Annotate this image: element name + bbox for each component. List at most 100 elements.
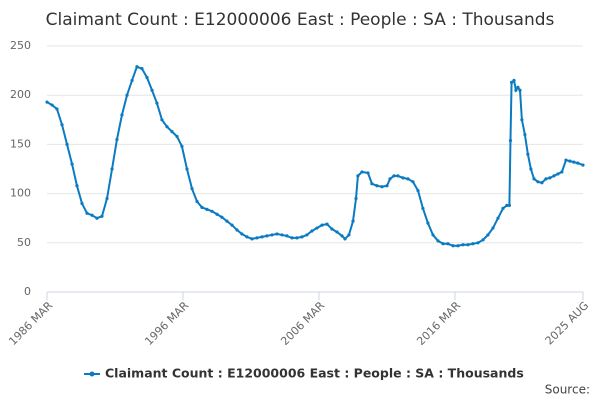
point [250, 237, 254, 241]
point [351, 219, 355, 223]
point [529, 167, 533, 171]
point [366, 171, 370, 175]
x-tick-label: 2006 MAR [278, 299, 327, 348]
point [200, 205, 204, 209]
point [335, 230, 339, 234]
point [540, 181, 544, 185]
point [516, 85, 520, 89]
point [110, 167, 114, 171]
point [520, 118, 524, 122]
point [295, 236, 299, 240]
point [45, 100, 49, 104]
point [491, 226, 495, 230]
point [50, 103, 54, 107]
point [375, 184, 379, 188]
point [235, 228, 239, 232]
point [320, 223, 324, 227]
point [180, 144, 184, 148]
point [310, 229, 314, 233]
point [446, 242, 450, 246]
point [508, 138, 513, 143]
point [526, 152, 530, 156]
point [560, 170, 564, 174]
point [421, 206, 425, 210]
point [135, 65, 139, 69]
point [456, 244, 460, 248]
point [170, 130, 174, 134]
point [544, 177, 548, 181]
point [255, 236, 259, 240]
point [215, 212, 219, 216]
point [85, 211, 89, 215]
point [245, 235, 249, 239]
point [300, 235, 304, 239]
point [105, 196, 109, 201]
point [385, 184, 389, 188]
point [290, 236, 294, 240]
point [120, 113, 124, 117]
point [260, 235, 264, 239]
point [426, 221, 430, 225]
point [471, 242, 475, 246]
point [507, 203, 511, 208]
point [401, 176, 405, 180]
point [501, 206, 505, 210]
point [354, 196, 358, 201]
x-tick-label: 2025 AUG [543, 299, 592, 348]
point [392, 174, 396, 178]
point [145, 75, 149, 80]
y-tick-label: 200 [10, 88, 31, 101]
y-tick-label: 100 [10, 187, 31, 200]
point [536, 180, 540, 184]
point [347, 233, 351, 237]
point [523, 132, 527, 137]
point [70, 162, 74, 166]
point [514, 88, 518, 92]
point [518, 88, 522, 92]
line [46, 65, 584, 247]
point [548, 176, 552, 180]
point [150, 88, 154, 92]
point [552, 174, 556, 178]
point [370, 182, 374, 186]
point [285, 234, 289, 238]
point [496, 216, 500, 220]
point [205, 207, 209, 211]
point [406, 177, 410, 181]
point [330, 227, 334, 231]
point [190, 187, 194, 191]
point [476, 241, 480, 245]
point [220, 215, 224, 219]
point [360, 170, 364, 174]
point [125, 93, 129, 97]
point [572, 160, 576, 164]
point [509, 80, 514, 85]
point [568, 159, 572, 163]
point [115, 137, 119, 142]
point [275, 232, 279, 236]
point [436, 239, 440, 243]
y-tick-label: 150 [10, 137, 31, 150]
point [325, 222, 329, 226]
x-tick-label: 1996 MAR [142, 299, 191, 348]
y-tick-label: 250 [10, 39, 31, 52]
point [225, 219, 229, 223]
point [564, 158, 568, 162]
point [280, 233, 284, 237]
point [55, 107, 59, 111]
point [512, 78, 516, 83]
point [581, 163, 585, 167]
chart-title: Claimant Count : E12000006 East : People… [46, 10, 555, 30]
point [416, 189, 420, 193]
point [60, 123, 64, 127]
point [431, 233, 435, 237]
point [130, 78, 134, 83]
point [230, 223, 234, 227]
point [388, 177, 392, 181]
point [340, 234, 344, 238]
point [80, 201, 84, 206]
point [356, 174, 360, 178]
point [175, 134, 179, 139]
point [315, 226, 319, 230]
